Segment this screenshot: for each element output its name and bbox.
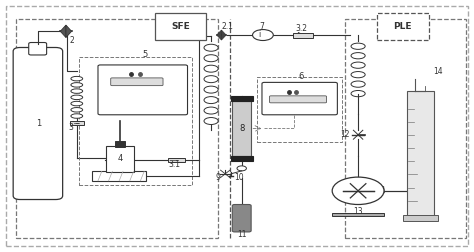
FancyBboxPatch shape <box>16 19 218 238</box>
FancyBboxPatch shape <box>231 156 253 161</box>
FancyBboxPatch shape <box>98 65 188 115</box>
FancyBboxPatch shape <box>292 33 313 38</box>
Ellipse shape <box>71 101 82 106</box>
Ellipse shape <box>351 90 365 97</box>
Ellipse shape <box>71 114 82 118</box>
FancyBboxPatch shape <box>13 47 63 200</box>
Ellipse shape <box>71 108 82 112</box>
Text: 3.2: 3.2 <box>296 24 308 33</box>
Ellipse shape <box>71 95 82 100</box>
FancyBboxPatch shape <box>116 141 125 147</box>
FancyBboxPatch shape <box>168 158 185 162</box>
Ellipse shape <box>351 72 365 78</box>
Ellipse shape <box>204 107 218 114</box>
FancyBboxPatch shape <box>270 96 327 103</box>
Text: 12: 12 <box>341 130 350 139</box>
Ellipse shape <box>71 89 82 93</box>
Ellipse shape <box>351 62 365 68</box>
Ellipse shape <box>71 76 82 81</box>
Text: 3.1: 3.1 <box>169 160 181 169</box>
FancyBboxPatch shape <box>92 171 146 181</box>
Circle shape <box>237 166 246 171</box>
Polygon shape <box>60 25 66 38</box>
Text: 13: 13 <box>353 207 363 216</box>
FancyBboxPatch shape <box>377 13 429 40</box>
Text: 10: 10 <box>235 173 244 182</box>
FancyBboxPatch shape <box>403 215 438 221</box>
Ellipse shape <box>204 97 218 104</box>
Ellipse shape <box>351 53 365 59</box>
FancyBboxPatch shape <box>346 19 465 238</box>
Ellipse shape <box>204 86 218 93</box>
Polygon shape <box>217 30 221 40</box>
Ellipse shape <box>351 81 365 87</box>
Text: 11: 11 <box>237 230 246 239</box>
FancyBboxPatch shape <box>407 91 435 216</box>
FancyBboxPatch shape <box>232 205 251 232</box>
FancyBboxPatch shape <box>332 213 384 216</box>
FancyBboxPatch shape <box>70 121 84 125</box>
Text: 3: 3 <box>69 123 73 132</box>
Ellipse shape <box>204 55 218 62</box>
FancyBboxPatch shape <box>107 146 134 172</box>
Circle shape <box>332 177 384 205</box>
Text: 6: 6 <box>298 72 303 81</box>
Text: 2.1: 2.1 <box>222 22 234 31</box>
Ellipse shape <box>204 117 218 124</box>
FancyBboxPatch shape <box>262 82 337 115</box>
FancyBboxPatch shape <box>232 101 251 156</box>
FancyBboxPatch shape <box>111 78 163 86</box>
Text: 4: 4 <box>118 154 123 163</box>
Text: SFE: SFE <box>171 22 190 31</box>
FancyBboxPatch shape <box>155 13 206 40</box>
Ellipse shape <box>204 44 218 51</box>
Text: i: i <box>258 30 261 39</box>
Text: 14: 14 <box>433 67 443 76</box>
Text: 7: 7 <box>260 22 264 31</box>
Text: 9: 9 <box>216 173 220 182</box>
Text: 8: 8 <box>239 124 245 133</box>
Text: 5: 5 <box>143 50 148 59</box>
Text: 1: 1 <box>36 119 42 128</box>
Polygon shape <box>66 25 72 38</box>
FancyBboxPatch shape <box>29 43 46 55</box>
Ellipse shape <box>204 65 218 72</box>
Ellipse shape <box>351 43 365 49</box>
Text: 2: 2 <box>70 36 74 45</box>
FancyBboxPatch shape <box>231 96 253 101</box>
FancyBboxPatch shape <box>6 6 468 246</box>
Polygon shape <box>221 30 226 40</box>
Ellipse shape <box>204 76 218 83</box>
Text: PLE: PLE <box>393 22 412 31</box>
Circle shape <box>253 29 273 41</box>
Ellipse shape <box>71 83 82 87</box>
